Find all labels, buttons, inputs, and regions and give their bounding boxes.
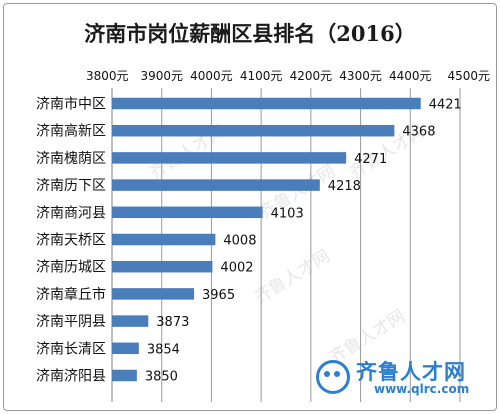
category-label: 济南高新区 <box>36 123 106 140</box>
data-label: 4218 <box>328 179 361 194</box>
bar <box>112 179 320 191</box>
bar <box>112 152 347 164</box>
bar <box>112 233 216 246</box>
bar <box>112 369 137 382</box>
tick-label: 4500元 <box>447 69 490 83</box>
watermark-text: 齐鲁人才网 <box>251 246 334 308</box>
data-label: 3873 <box>156 315 189 330</box>
frog-eye-icon <box>316 360 350 394</box>
category-labels: 济南市中区济南高新区济南槐荫区济南历下区济南商河县济南天桥区济南历城区济南章丘市… <box>36 96 106 385</box>
brand-name: 齐鲁人才网 <box>356 360 466 384</box>
tick-label: 4400元 <box>389 69 432 83</box>
category-label: 济南市中区 <box>36 96 106 113</box>
bar <box>112 288 195 300</box>
category-label: 济南长清区 <box>36 341 106 357</box>
category-label: 济南历城区 <box>36 260 106 276</box>
x-axis-ticks: 3800元 3900元 4000元 4100元 4200元 4300元 4400元 4500元 <box>86 69 490 83</box>
data-labels: 4421 4368 4271 4218 4103 4008 4002 3965 3873 3854… <box>145 98 462 385</box>
data-label: 4271 <box>354 152 387 167</box>
data-label: 3965 <box>202 288 235 303</box>
tick-label: 3800元 <box>86 69 129 83</box>
bar <box>112 260 213 273</box>
data-label: 4008 <box>223 234 256 249</box>
bars <box>112 97 421 382</box>
bar <box>112 97 421 110</box>
bar <box>112 124 395 137</box>
bar <box>112 315 149 327</box>
category-label: 济南济阳县 <box>36 369 106 385</box>
left-eye-dot <box>324 371 330 377</box>
data-label: 4103 <box>271 206 304 221</box>
data-label: 4368 <box>402 125 435 140</box>
tick-label: 4000元 <box>190 69 233 83</box>
data-label: 3854 <box>147 342 180 357</box>
right-eye-dot <box>334 371 340 377</box>
tick-label: 3900元 <box>140 69 183 83</box>
chart-frame: 济南市岗位薪酬区县排名（2016） 齐鲁人才网齐鲁人才网齐鲁人才网齐鲁人才网齐鲁… <box>3 3 497 411</box>
category-label: 济南章丘市 <box>36 286 106 303</box>
data-label: 4002 <box>220 261 253 276</box>
category-label: 济南槐荫区 <box>36 151 106 167</box>
bar <box>112 342 139 355</box>
category-label: 济南平阴县 <box>36 314 106 330</box>
brand-url: www.qlrc.com <box>374 382 470 396</box>
tick-label: 4100元 <box>240 69 283 83</box>
tick-label: 4200元 <box>290 69 333 83</box>
data-label: 4421 <box>429 98 462 113</box>
bar <box>112 206 263 219</box>
brand-logo: 齐鲁人才网 www.qlrc.com <box>316 354 496 400</box>
category-label: 济南历下区 <box>36 178 106 194</box>
chart-title: 济南市岗位薪酬区县排名（2016） <box>84 21 416 46</box>
category-label: 济南商河县 <box>36 205 106 221</box>
category-label: 济南天桥区 <box>36 233 106 249</box>
bar-chart: 齐鲁人才网齐鲁人才网齐鲁人才网齐鲁人才网齐鲁人才网 3800元3900元4000… <box>36 69 490 402</box>
data-label: 3850 <box>145 370 178 385</box>
tick-label: 4300元 <box>339 69 382 83</box>
